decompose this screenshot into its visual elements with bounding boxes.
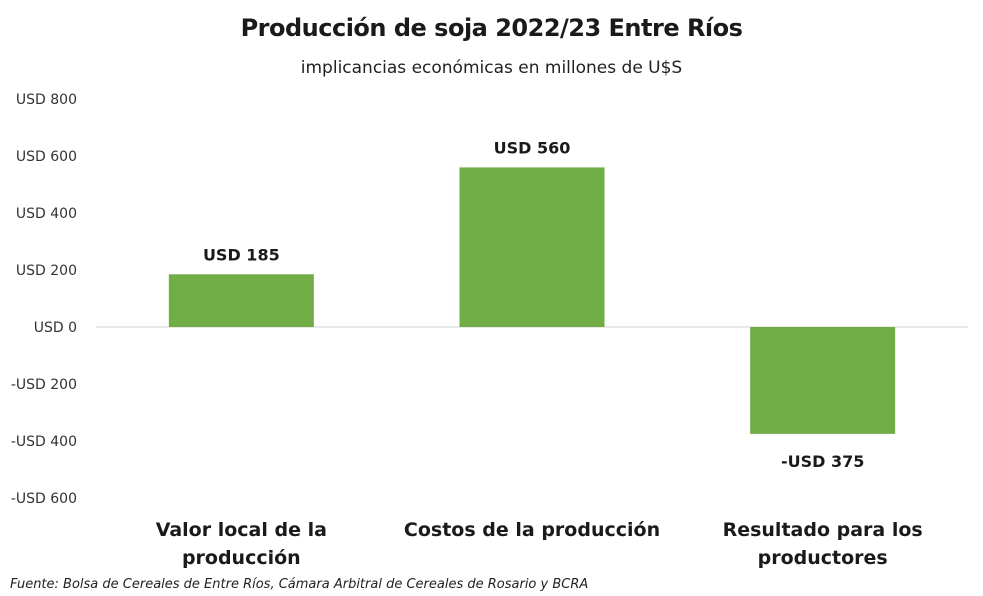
source-note: Fuente: Bolsa de Cereales de Entre Ríos,… bbox=[10, 577, 589, 592]
x-category-label: Resultado para los productores bbox=[722, 519, 923, 569]
data-label: USD 560 bbox=[494, 138, 571, 157]
y-tick-label: USD 0 bbox=[34, 320, 77, 336]
y-tick-label: -USD 200 bbox=[11, 377, 77, 393]
bar bbox=[168, 274, 314, 327]
bar bbox=[750, 327, 896, 434]
x-category-label: Valor local de la producción bbox=[155, 519, 327, 569]
y-tick-label: USD 600 bbox=[16, 149, 77, 165]
data-label: -USD 375 bbox=[781, 452, 864, 471]
y-tick-label: -USD 600 bbox=[11, 491, 77, 507]
y-tick-label: USD 400 bbox=[16, 206, 77, 222]
x-category-label: Costos de la producción bbox=[403, 519, 661, 541]
bar bbox=[459, 167, 605, 327]
chart-subtitle: implicancias económicas en millones de U… bbox=[300, 58, 683, 78]
data-label: USD 185 bbox=[203, 245, 280, 264]
chart-title: Producción de soja 2022/23 Entre Ríos bbox=[240, 14, 743, 42]
y-tick-label: USD 200 bbox=[16, 263, 77, 279]
y-tick-label: USD 800 bbox=[16, 92, 77, 108]
y-tick-label: -USD 400 bbox=[11, 434, 77, 450]
